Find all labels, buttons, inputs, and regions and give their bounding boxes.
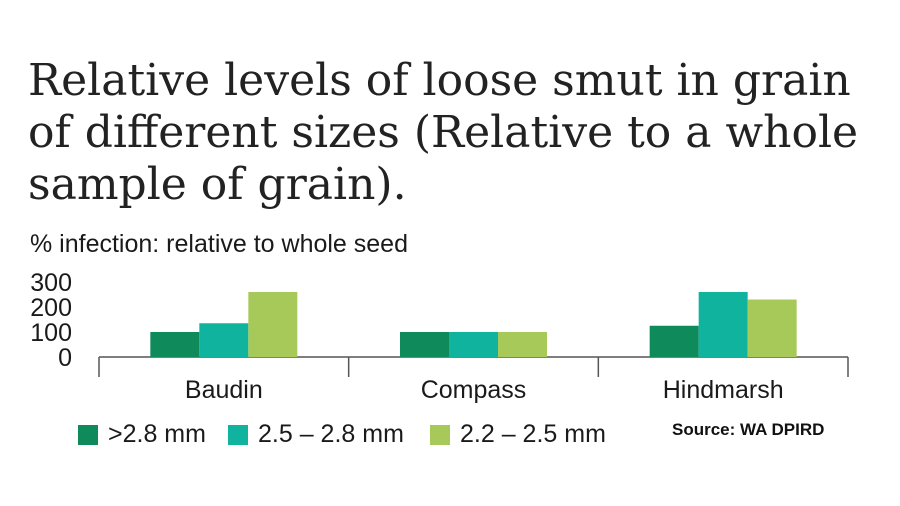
bar-2-0 (649, 325, 699, 357)
legend-item-2: 2.2 – 2.5 mm (430, 420, 606, 449)
bar-1-0 (400, 332, 449, 357)
y-tick-label-2: 100 (30, 319, 72, 347)
legend-swatch-2 (430, 424, 450, 445)
y-axis-label: % infection: relative to whole seed (30, 230, 408, 258)
bar-1-2 (498, 332, 547, 357)
source-note: Source: WA DPIRD (672, 420, 825, 439)
y-tick-label-1: 200 (30, 294, 72, 322)
bar-0-1 (199, 323, 249, 357)
y-tick-label-0: 300 (30, 269, 72, 297)
legend-label-0: >2.8 mm (108, 420, 206, 448)
x-tick-label-2: Hindmarsh (663, 376, 784, 404)
legend-item-0: >2.8 mm (78, 420, 206, 449)
legend-swatch-0 (78, 424, 98, 445)
legend-label-1: 2.5 – 2.8 mm (258, 420, 404, 448)
y-tick-label-3: 0 (58, 344, 72, 372)
bar-1-1 (449, 332, 498, 357)
legend-swatch-1 (228, 424, 248, 445)
legend-item-1: 2.5 – 2.8 mm (228, 420, 404, 449)
bar-2-1 (698, 292, 748, 357)
legend-label-2: 2.2 – 2.5 mm (460, 420, 606, 448)
bar-0-2 (248, 292, 298, 357)
bar-2-2 (747, 299, 797, 357)
x-tick-label-1: Compass (421, 376, 527, 404)
chart-title: Relative levels of loose smut in grain o… (28, 55, 859, 210)
x-tick-label-0: Baudin (185, 376, 263, 404)
bar-0-0 (150, 332, 200, 357)
